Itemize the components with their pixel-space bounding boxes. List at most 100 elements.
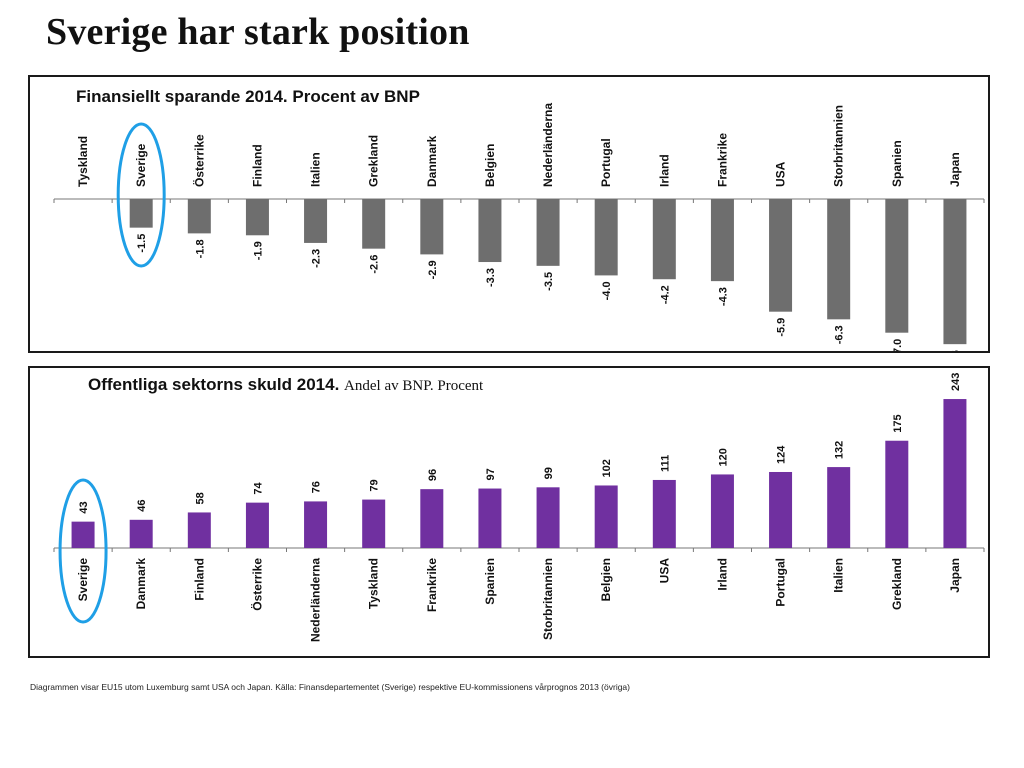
bar-grekland [885,440,909,548]
category-label-storbritannien: Storbritannien [832,105,846,187]
value-label-belgien: 102 [601,459,613,477]
bar-spanien [478,488,502,548]
bar-osterrike [245,502,269,548]
category-label-storbritannien: Storbritannien [541,558,555,640]
chart-title: Offentliga sektorns skuld 2014. Andel av… [88,375,483,395]
category-label-nederlanderna: Nederländerna [309,558,323,642]
category-label-sverige: Sverige [76,558,90,602]
category-label-grekland: Grekland [367,135,381,187]
category-label-portugal: Portugal [774,558,788,607]
category-label-frankrike: Frankrike [425,558,439,612]
category-label-usa: USA [657,558,671,584]
category-label-portugal: Portugal [599,138,613,187]
category-label-osterrike: Österrike [249,558,264,611]
value-label-frankrike: 96 [427,469,439,481]
category-label-sverige: Sverige [134,143,148,187]
bar-grekland [362,199,386,249]
value-label-finland: -1.9 [252,241,264,260]
bar-usa [652,479,676,548]
bar-danmark [129,519,153,548]
value-label-osterrike: -1.8 [194,239,206,258]
value-label-spanien: 97 [485,468,497,480]
chart-svg: Tyskland Sverige -1.5 Österrike -1.8 Finland -… [53,103,985,351]
value-label-usa: -5.9 [776,318,788,337]
category-label-spanien: Spanien [483,558,497,605]
category-label-italien: Italien [309,152,323,187]
value-label-belgien: -3.3 [485,268,497,287]
value-label-danmark: 46 [136,500,148,512]
value-label-usa: 111 [659,455,671,472]
chart-subtitle: Andel av BNP. Procent [344,378,484,394]
bar-irland [710,474,734,548]
bar-usa [769,199,793,312]
category-label-irland: Irland [657,154,671,187]
bar-sverige [71,521,95,548]
bar-danmark [420,199,444,255]
value-label-sverige: -1.5 [136,234,148,253]
category-label-spanien: Spanien [890,140,904,187]
bar-portugal [769,471,793,548]
value-label-storbritannien: -6.3 [834,325,846,344]
value-label-irland: -4.2 [659,285,671,304]
footnote: Diagrammen visar EU15 utom Luxemburg sam… [30,682,630,692]
value-label-japan: 243 [950,373,962,391]
bar-osterrike [187,199,211,234]
value-label-nederlanderna: -3.5 [543,272,555,291]
value-label-irland: 120 [717,448,729,466]
bar-italien [827,467,851,548]
value-label-frankrike: -4.3 [717,287,729,306]
chart-finansiellt-sparande: Finansiellt sparande 2014. Procent av BN… [28,75,990,353]
category-label-italien: Italien [832,558,846,593]
bar-finland [245,199,269,236]
chart-offentlig-skuld: Offentliga sektorns skuld 2014. Andel av… [28,366,990,658]
category-label-tyskland: Tyskland [367,558,381,609]
value-label-spanien: -7.0 [892,339,904,351]
value-label-storbritannien: 99 [543,467,555,479]
category-label-tyskland: Tyskland [76,136,90,187]
bar-belgien [594,485,618,548]
bar-japan [943,199,967,345]
bar-frankrike [420,489,444,548]
bar-finland [187,512,211,548]
category-label-osterrike: Österrike [191,134,206,187]
value-label-danmark: -2.9 [427,260,439,279]
chart-title-main: Offentliga sektorns skuld 2014. [88,375,340,394]
bar-storbritannien [827,199,851,320]
category-label-grekland: Grekland [890,558,904,610]
bar-sverige [129,199,153,228]
value-label-osterrike: 74 [252,482,264,495]
category-label-belgien: Belgien [599,558,613,601]
value-label-sverige: 43 [78,501,90,513]
category-label-finland: Finland [192,558,206,601]
value-label-tyskland: 79 [369,479,381,491]
highlight-ellipse [58,478,108,624]
value-label-nederlanderna: 76 [311,481,323,493]
slide-title: Sverige har stark position [46,11,470,53]
category-label-irland: Irland [715,558,729,591]
category-label-japan: Japan [948,558,962,593]
bar-japan [943,399,967,548]
bar-nederlanderna [536,199,560,266]
bar-italien [304,199,328,243]
category-label-danmark: Danmark [425,135,439,187]
category-label-frankrike: Frankrike [715,133,729,187]
bar-portugal [594,199,618,276]
category-label-japan: Japan [948,152,962,187]
category-label-finland: Finland [250,144,264,187]
category-label-usa: USA [774,161,788,187]
value-label-grekland: -2.6 [369,255,381,274]
bar-storbritannien [536,487,560,548]
chart-svg: Sverige 43 Danmark 46 Finland 58 Österrike 74 Ne… [53,373,985,642]
value-label-grekland: 175 [892,414,904,432]
highlight-ellipse [116,122,166,268]
bar-nederlanderna [304,501,328,548]
value-label-portugal: -4.0 [601,281,613,300]
bar-belgien [478,199,502,263]
value-label-finland: 58 [194,492,206,504]
category-label-nederlanderna: Nederländerna [541,103,555,187]
chart-title: Finansiellt sparande 2014. Procent av BN… [76,87,420,106]
category-label-danmark: Danmark [134,558,148,610]
value-label-italien: 132 [834,441,846,459]
category-label-belgien: Belgien [483,144,497,187]
value-label-japan: -7.6 [950,350,962,351]
